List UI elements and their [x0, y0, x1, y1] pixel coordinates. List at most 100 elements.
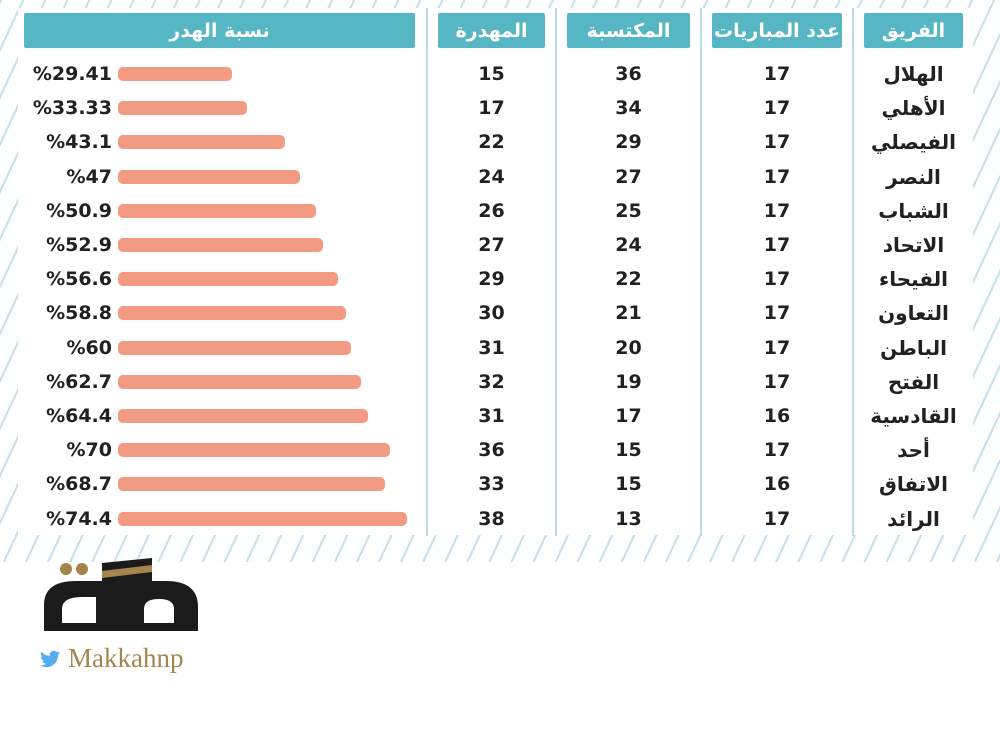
wasted-points-value: 26 [478, 199, 505, 222]
waste-pct-bar [118, 340, 351, 355]
team-name: الفتح [887, 369, 940, 394]
waste-bar-row: %62.7 [18, 365, 426, 399]
waste-bar-row: %52.9 [18, 228, 426, 262]
waste-pct-label: %74.4 [46, 507, 112, 530]
column-header-wasted: المهدرة [438, 13, 545, 48]
stats-table-panel: الفريق الهلال الأهلي الفيصلي النصر الشباب الا… [18, 8, 973, 536]
team-name: الشباب [878, 198, 949, 223]
team-name: أحد [897, 438, 930, 463]
team-name: التعاون [878, 301, 949, 326]
earned-points-value: 17 [615, 404, 642, 427]
column-header-earned: المكتسبة [567, 13, 690, 48]
column-team: الفريق الهلال الأهلي الفيصلي النصر الشباب الا… [852, 8, 973, 536]
wasted-points-value: 15 [478, 63, 505, 86]
team-name: الاتفاق [878, 472, 949, 497]
waste-pct-bar [118, 135, 286, 150]
team-name: الرائد [887, 506, 940, 531]
waste-bar-row: %47 [18, 160, 426, 194]
waste-pct-bar [118, 443, 390, 458]
matches-value: 17 [763, 97, 791, 120]
waste-pct-label: %58.8 [46, 302, 112, 325]
waste-pct-label: %52.9 [46, 234, 112, 257]
earned-points-value: 15 [615, 473, 642, 496]
waste-pct-label: %33.33 [32, 97, 112, 120]
column-header-team: الفريق [864, 13, 963, 48]
waste-pct-bar [118, 374, 362, 389]
wasted-points-value: 17 [478, 97, 505, 120]
wasted-points-value: 32 [478, 370, 505, 393]
matches-value: 17 [763, 268, 791, 291]
earned-rows: 36 34 29 27 25 24 22 21 20 19 17 15 15 13 [557, 57, 700, 536]
waste-pct-label: %43.1 [46, 131, 112, 154]
earned-points-value: 13 [615, 507, 642, 530]
waste-bar-row: %58.8 [18, 296, 426, 330]
waste-pct-bar [118, 238, 324, 253]
wasted-points-value: 31 [478, 404, 505, 427]
hatched-background: الفريق الهلال الأهلي الفيصلي النصر الشباب الا… [0, 0, 1000, 562]
matches-value: 17 [763, 234, 791, 257]
waste-pct-bar [118, 477, 385, 492]
waste-pct-bar [118, 67, 233, 82]
earned-points-value: 25 [615, 199, 642, 222]
wasted-rows: 15 17 22 24 26 27 29 30 31 32 31 36 33 38 [428, 57, 555, 536]
matches-value: 17 [763, 507, 791, 530]
earned-points-value: 29 [615, 131, 642, 154]
waste-pct-label: %29.41 [32, 63, 112, 86]
waste-bar-row: %43.1 [18, 125, 426, 159]
matches-rows: 17 17 17 17 17 17 17 17 17 17 16 17 16 17 [702, 57, 852, 536]
team-rows: الهلال الأهلي الفيصلي النصر الشباب الاتحاد الف… [854, 57, 973, 536]
wasted-points-value: 29 [478, 268, 505, 291]
earned-points-value: 22 [615, 268, 642, 291]
team-name: القادسية [870, 403, 957, 428]
waste-pct-bar [118, 101, 248, 116]
waste-pct-bar [118, 511, 407, 526]
wasted-points-value: 24 [478, 165, 505, 188]
waste-pct-label: %47 [66, 165, 112, 188]
waste-pct-label: %64.4 [46, 404, 112, 427]
earned-points-value: 19 [615, 370, 642, 393]
team-name: النصر [886, 164, 941, 189]
matches-value: 17 [763, 370, 791, 393]
wasted-points-value: 33 [478, 473, 505, 496]
earned-points-value: 15 [615, 439, 642, 462]
waste-bar-row: %33.33 [18, 91, 426, 125]
team-name: الأهلي [881, 96, 946, 121]
earned-points-value: 27 [615, 165, 642, 188]
wasted-points-value: 31 [478, 336, 505, 359]
waste-bar-row: %56.6 [18, 262, 426, 296]
matches-value: 17 [763, 302, 791, 325]
column-waste-percentage: نسبة الهدر %29.41 %33.33 %43.1 %47 %50.9 %52.… [18, 8, 426, 536]
waste-pct-bar [118, 169, 301, 184]
waste-bar-rows: %29.41 %33.33 %43.1 %47 %50.9 %52.9 %56.6 %58.8… [18, 57, 426, 536]
waste-bar-row: %64.4 [18, 399, 426, 433]
column-wasted: المهدرة 15 17 22 24 26 27 29 30 31 32 31 36 33 38 [426, 8, 555, 536]
waste-pct-bar [118, 306, 347, 321]
column-header-matches: عدد المباريات [712, 13, 842, 48]
column-earned: المكتسبة 36 34 29 27 25 24 22 21 20 19 17 15 15 13 [555, 8, 700, 536]
waste-pct-label: %62.7 [46, 370, 112, 393]
team-name: الفيحاء [878, 267, 949, 292]
team-name: الباطن [880, 335, 947, 360]
waste-pct-label: %60 [66, 336, 112, 359]
matches-value: 17 [763, 199, 791, 222]
waste-bar-row: %68.7 [18, 467, 426, 501]
makkah-newspaper-logo: Makkahnp [36, 557, 236, 674]
earned-points-value: 21 [615, 302, 642, 325]
waste-pct-label: %56.6 [46, 268, 112, 291]
waste-pct-bar [118, 272, 338, 287]
earned-points-value: 36 [615, 63, 642, 86]
wasted-points-value: 27 [478, 234, 505, 257]
waste-bar-row: %50.9 [18, 194, 426, 228]
twitter-handle-row: Makkahnp [38, 643, 236, 674]
waste-pct-label: %50.9 [46, 199, 112, 222]
twitter-handle-text: Makkahnp [68, 643, 184, 673]
matches-value: 16 [763, 404, 791, 427]
waste-bar-row: %70 [18, 433, 426, 467]
wasted-points-value: 36 [478, 439, 505, 462]
waste-bar-row: %60 [18, 331, 426, 365]
team-name: الاتحاد [882, 233, 945, 258]
matches-value: 16 [763, 473, 791, 496]
team-name: الهلال [883, 62, 944, 87]
matches-value: 17 [763, 439, 791, 462]
